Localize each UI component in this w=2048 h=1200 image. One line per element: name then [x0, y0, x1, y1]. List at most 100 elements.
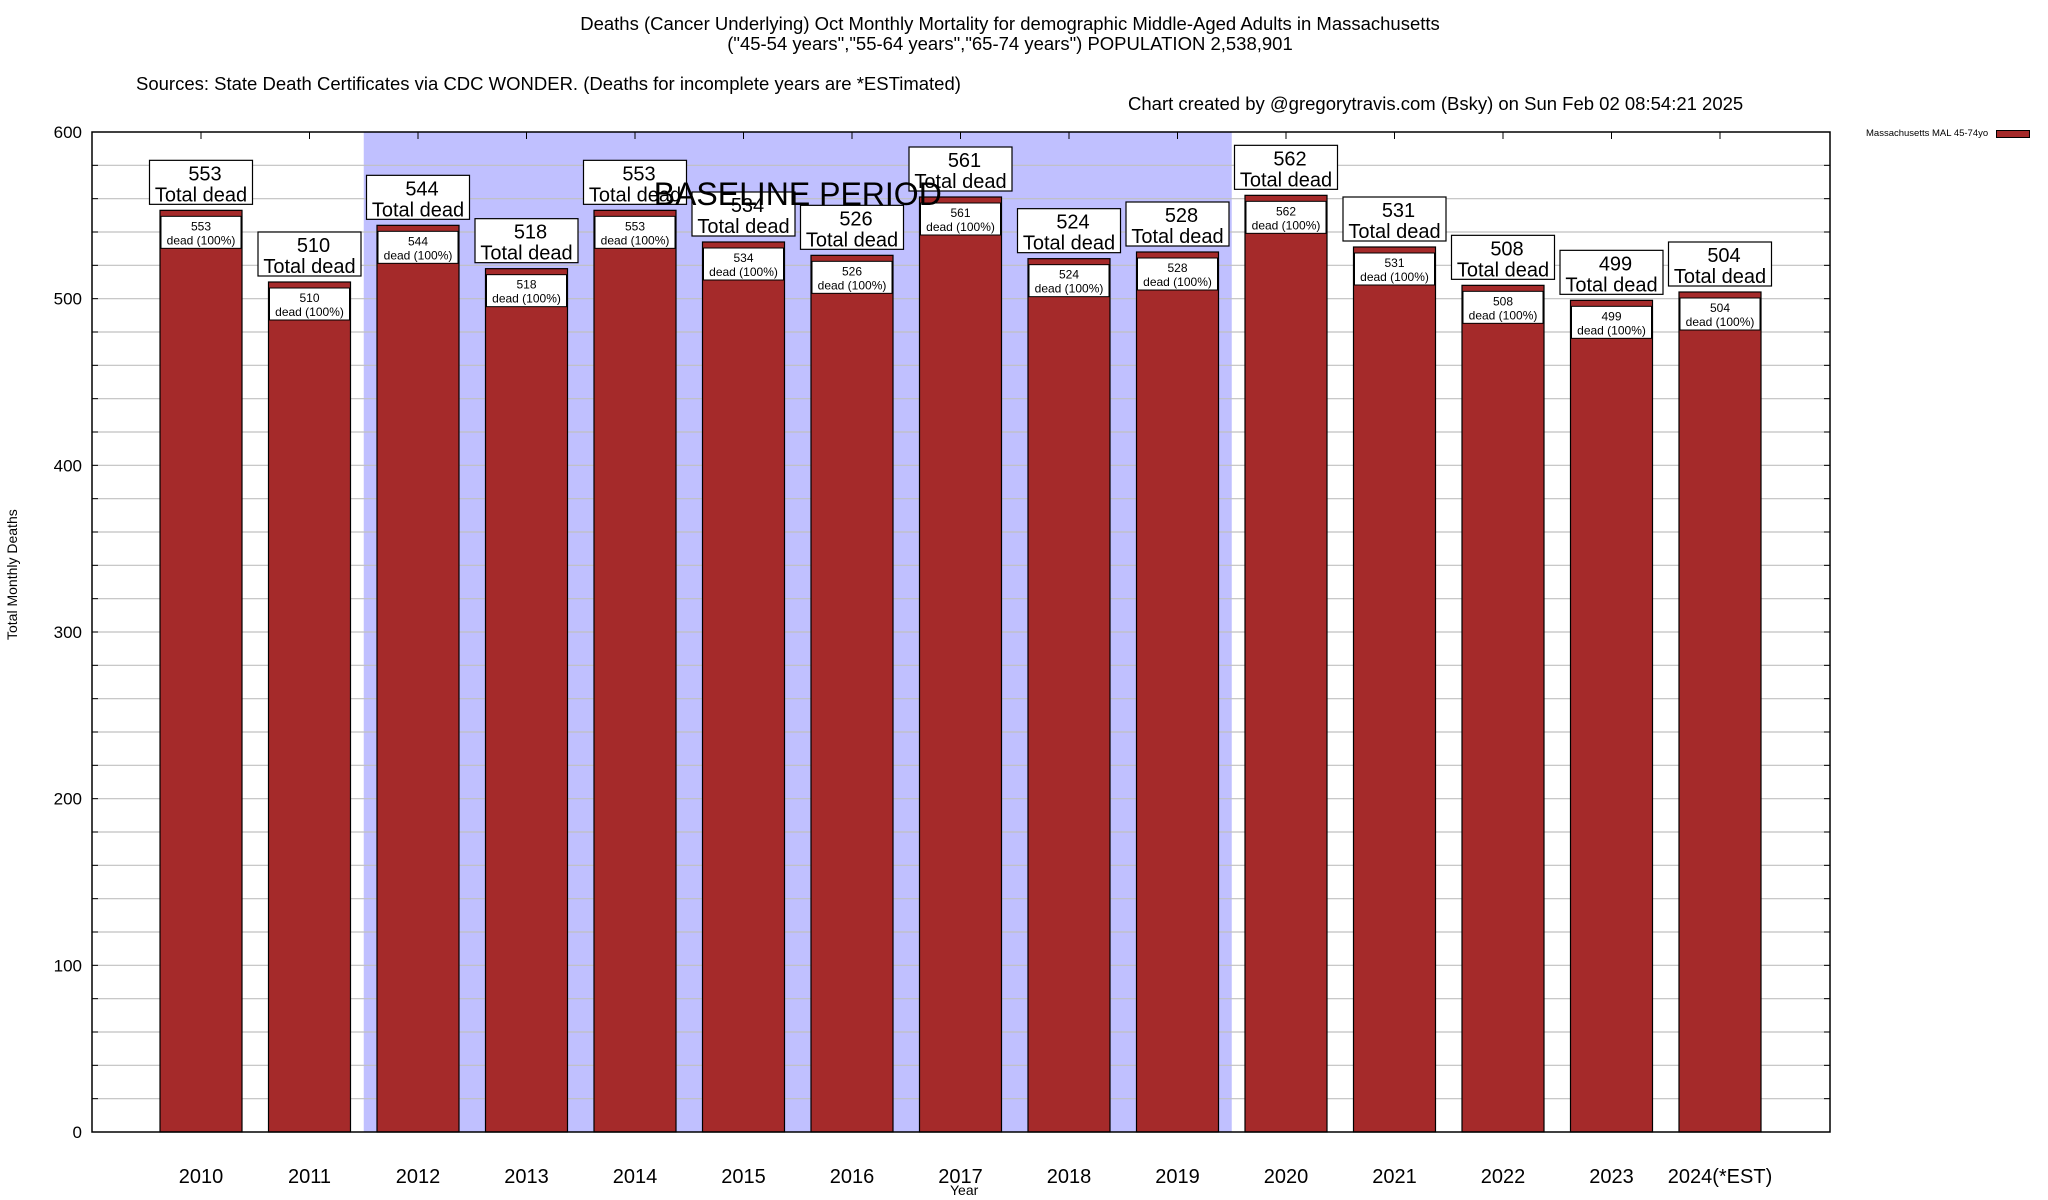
chart-sources-line: Sources: State Death Certificates via CD… — [0, 54, 2048, 114]
inner-label-text: dead (100%) — [167, 233, 236, 247]
total-label-box — [1559, 249, 1664, 295]
total-label-value: 518 — [514, 222, 547, 244]
bar-2023 — [1569, 299, 1654, 1133]
bar-2021 — [1352, 246, 1437, 1133]
total-label-text: Total dead — [1131, 226, 1223, 248]
total-label-box — [1450, 234, 1556, 280]
inner-label-value: 534 — [733, 251, 753, 265]
total-label-value: 510 — [297, 235, 330, 257]
inner-label-value: 553 — [191, 219, 211, 233]
inner-label-text: dead (100%) — [1035, 282, 1104, 296]
legend-label: Massachusetts MAL 45-74yo — [1866, 128, 1989, 139]
inner-label-text: dead (100%) — [384, 248, 453, 262]
total-label-text: Total dead — [480, 243, 572, 265]
bar-2018 — [1027, 258, 1111, 1133]
x-tick-label: 2015 — [721, 1166, 766, 1188]
bar-2010 — [159, 209, 243, 1133]
x-tick-label: 2024(*EST) — [1668, 1166, 1773, 1188]
total-label-text: Total dead — [1023, 233, 1115, 255]
y-tick-label: 400 — [54, 456, 82, 475]
inner-label-text: dead (100%) — [1577, 323, 1646, 337]
inner-label-value: 524 — [1059, 268, 1079, 282]
x-tick-label: 2022 — [1481, 1166, 1526, 1188]
inner-label-box — [920, 202, 1001, 236]
inner-label-box — [703, 247, 784, 281]
total-label-value: 508 — [1490, 238, 1523, 260]
inner-label-value: 499 — [1601, 309, 1621, 323]
inner-label-box — [1137, 257, 1218, 291]
total-label-text: Total dead — [697, 216, 789, 238]
chart-subtitle: ("45-54 years","55-64 years","65-74 year… — [727, 33, 1293, 54]
bar-2011 — [267, 281, 352, 1133]
inner-label-text: dead (100%) — [818, 278, 887, 292]
inner-label-box — [1571, 305, 1652, 339]
total-label-text: Total dead — [589, 184, 681, 206]
x-tick-label: 2018 — [1047, 1166, 1092, 1188]
inner-label-text: dead (100%) — [709, 265, 778, 279]
total-label-value: 528 — [1165, 205, 1198, 227]
total-label-text: Total dead — [806, 229, 898, 251]
bar-2013 — [484, 268, 569, 1133]
x-tick-label: 2019 — [1155, 1166, 1200, 1188]
total-label-value: 526 — [839, 208, 872, 230]
inner-label-box — [486, 274, 567, 308]
total-label-box — [1233, 144, 1339, 190]
total-label-value: 553 — [622, 163, 655, 185]
y-tick-label: 0 — [73, 1123, 82, 1142]
total-label-value: 524 — [1056, 212, 1089, 234]
inner-label-box — [1028, 264, 1110, 298]
bar-2022 — [1461, 284, 1545, 1133]
x-tick-label: 2013 — [504, 1166, 549, 1188]
y-tick-label: 200 — [54, 790, 82, 809]
inner-label-text: dead (100%) — [601, 233, 670, 247]
inner-label-text: dead (100%) — [1143, 275, 1212, 289]
inner-label-text: dead (100%) — [1469, 308, 1538, 322]
x-tick-label: 2017 — [938, 1166, 983, 1188]
total-label-value: 504 — [1707, 245, 1740, 267]
total-label-value: 553 — [188, 163, 221, 185]
credit-text: Chart created by @gregorytravis.com (Bsk… — [1128, 93, 1744, 114]
x-tick-label: 2023 — [1589, 1166, 1634, 1188]
total-label-text: Total dead — [1240, 169, 1332, 191]
total-label-box — [257, 231, 362, 277]
total-label-box — [1125, 201, 1230, 247]
total-label-box — [691, 191, 796, 237]
x-tick-label: 2010 — [179, 1166, 224, 1188]
total-label-box — [148, 159, 254, 205]
y-tick-label: 600 — [54, 123, 82, 142]
inner-label-value: 518 — [516, 278, 536, 292]
bar-2016 — [810, 254, 894, 1133]
total-label-box — [365, 174, 471, 220]
total-label-value: 562 — [1273, 148, 1306, 170]
baseline-period-label: BASELINE PERIOD — [654, 176, 942, 212]
inner-label-value: 544 — [408, 234, 428, 248]
total-label-box — [799, 204, 905, 250]
total-label-box — [1342, 196, 1447, 242]
total-label-value: 534 — [731, 195, 764, 217]
total-label-value: 499 — [1599, 253, 1632, 275]
inner-label-text: dead (100%) — [492, 292, 561, 306]
inner-label-value: 561 — [950, 206, 970, 220]
total-label-text: Total dead — [155, 184, 247, 206]
bar-2017 — [918, 196, 1003, 1133]
total-label-box — [582, 159, 688, 205]
inner-label-box — [1354, 252, 1435, 286]
x-tick-label: 2012 — [396, 1166, 441, 1188]
total-label-text: Total dead — [914, 171, 1006, 193]
inner-label-value: 553 — [625, 219, 645, 233]
inner-label-value: 510 — [299, 291, 319, 305]
inner-label-text: dead (100%) — [926, 220, 995, 234]
inner-label-value: 526 — [842, 264, 862, 278]
inner-label-text: dead (100%) — [1252, 218, 1321, 232]
total-label-text: Total dead — [263, 256, 355, 278]
y-tick-label: 100 — [54, 956, 82, 975]
x-tick-label: 2021 — [1372, 1166, 1417, 1188]
bar-2015 — [701, 241, 786, 1133]
total-label-box — [1667, 241, 1773, 287]
bar-2019 — [1135, 251, 1220, 1133]
bar-2020 — [1244, 194, 1328, 1133]
legend: Massachusetts MAL 45-74yo — [1866, 128, 2031, 139]
bar-2012 — [376, 224, 460, 1133]
x-axis-label: Year — [950, 1182, 979, 1198]
total-label-text: Total dead — [1674, 266, 1766, 288]
